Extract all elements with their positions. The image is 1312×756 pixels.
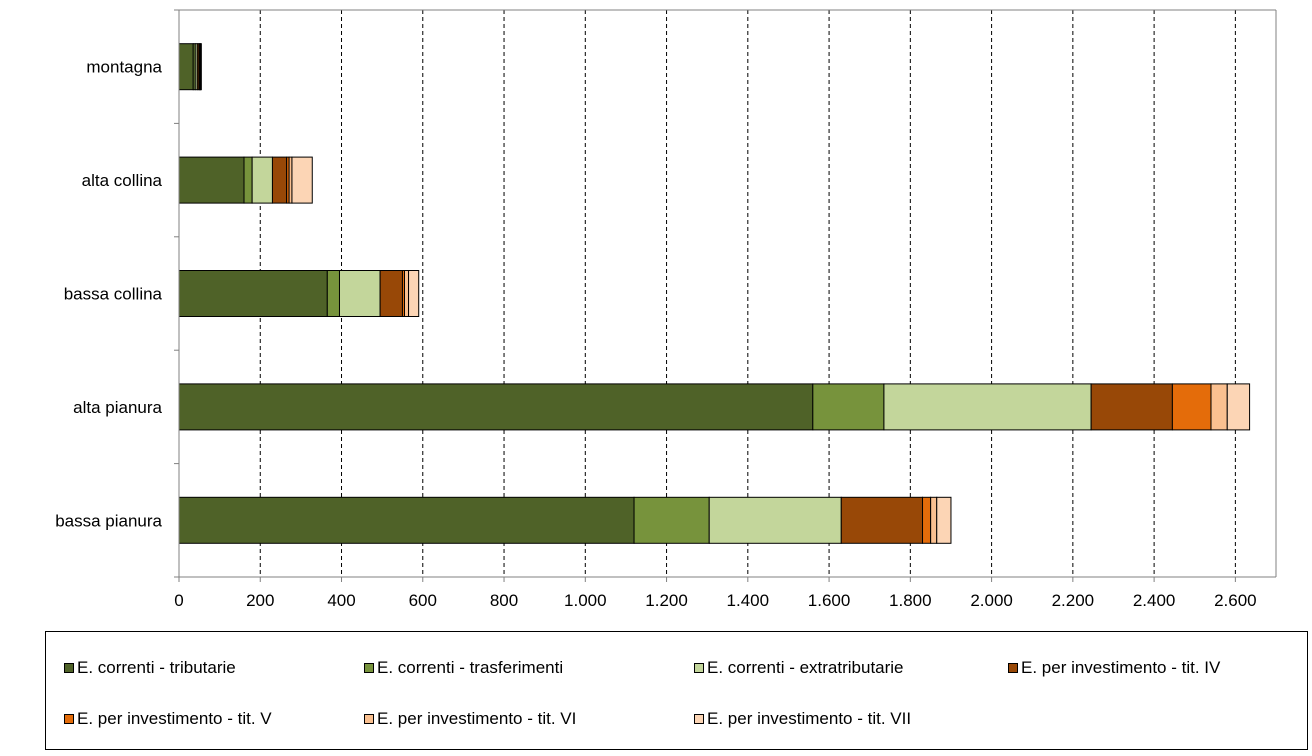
bar-segment [243, 156, 253, 204]
bar-segment [633, 496, 710, 544]
legend-swatch [694, 714, 704, 724]
bar-segment [812, 383, 885, 431]
legend-label: E. per investimento - tit. IV [1021, 658, 1221, 677]
legend-swatch [694, 663, 704, 673]
bar-segment [403, 270, 410, 317]
bar-segment [1226, 383, 1251, 431]
legend-label: E. correnti - tributarie [77, 658, 236, 677]
legend-label: E. per investimento - tit. VII [707, 709, 912, 728]
x-tick-label: 2.600 [1214, 591, 1257, 610]
x-tick-label: 200 [246, 591, 274, 610]
legend-item: E. correnti - extratributarie [694, 658, 904, 678]
legend-swatch [364, 714, 374, 724]
bar-segment [1210, 383, 1228, 431]
bar-segment [178, 156, 245, 204]
x-tick-label: 1.000 [564, 591, 607, 610]
stacked-bar-chart: montagna alta collina bassa collina alta pi… [55, 9, 1277, 610]
legend: E. correnti - tributarie E. correnti - tr… [45, 631, 1308, 750]
x-tick-label: 1.600 [808, 591, 851, 610]
legend-item: E. correnti - tributarie [64, 658, 236, 678]
bar-segment [200, 43, 202, 91]
x-tick-label: 2.000 [970, 591, 1013, 610]
x-tick-label: 600 [409, 591, 437, 610]
bar-segment [326, 270, 340, 317]
x-tick-label: 1.200 [645, 591, 688, 610]
bar-segment [408, 270, 420, 317]
legend-item: E. per investimento - tit. V [64, 709, 272, 729]
category-label: alta collina [82, 171, 163, 190]
legend-label: E. per investimento - tit. VI [377, 709, 577, 728]
x-tick-label: 2.400 [1133, 591, 1176, 610]
bar-segment [883, 383, 1092, 431]
bar-segment [338, 270, 381, 317]
category-label: alta pianura [73, 398, 162, 417]
x-tick-label: 0 [174, 591, 183, 610]
x-tick-label: 1.800 [889, 591, 932, 610]
legend-swatch [364, 663, 374, 673]
bar-segment [178, 43, 194, 91]
x-tick-label: 1.400 [727, 591, 770, 610]
legend-item: E. per investimento - tit. IV [1008, 658, 1220, 678]
bar-segment [251, 156, 273, 204]
bar-segment [379, 270, 403, 317]
bar-segment [178, 496, 635, 544]
axes [174, 9, 1276, 582]
x-tick-label: 400 [327, 591, 355, 610]
bar-segment [291, 156, 313, 204]
bar-segment [936, 496, 952, 544]
legend-item: E. correnti - trasferimenti [364, 658, 563, 678]
bar-segment [271, 156, 288, 204]
legend-item: E. per investimento - tit. VI [364, 709, 576, 729]
x-tick-label: 2.200 [1052, 591, 1095, 610]
bar-segment [922, 496, 932, 544]
category-label: montagna [86, 58, 162, 77]
legend-swatch [64, 663, 74, 673]
bar-segment [708, 496, 842, 544]
legend-swatch [64, 714, 74, 724]
bar-segment [840, 496, 924, 544]
x-tick-labels: 0 200 400 600 800 1.000 1.200 1.400 1.600 1.800 2.… [174, 591, 1256, 610]
legend-swatch [1008, 663, 1018, 673]
bars [178, 43, 1251, 544]
grid-lines [179, 9, 1277, 577]
legend-label: E. correnti - extratributarie [707, 658, 904, 677]
bar-segment [930, 496, 938, 544]
bar-segment [1171, 383, 1212, 431]
bar-segment [1090, 383, 1173, 431]
bar-segment [178, 270, 328, 317]
legend-label: E. per investimento - tit. V [77, 709, 272, 728]
legend-item: E. per investimento - tit. VII [694, 709, 911, 729]
x-tick-label: 800 [490, 591, 518, 610]
category-label: bassa pianura [55, 511, 162, 530]
bar-segment [178, 383, 814, 431]
category-labels: montagna alta collina bassa collina alta pi… [55, 58, 162, 531]
legend-label: E. correnti - trasferimenti [377, 658, 564, 677]
category-label: bassa collina [64, 285, 163, 304]
